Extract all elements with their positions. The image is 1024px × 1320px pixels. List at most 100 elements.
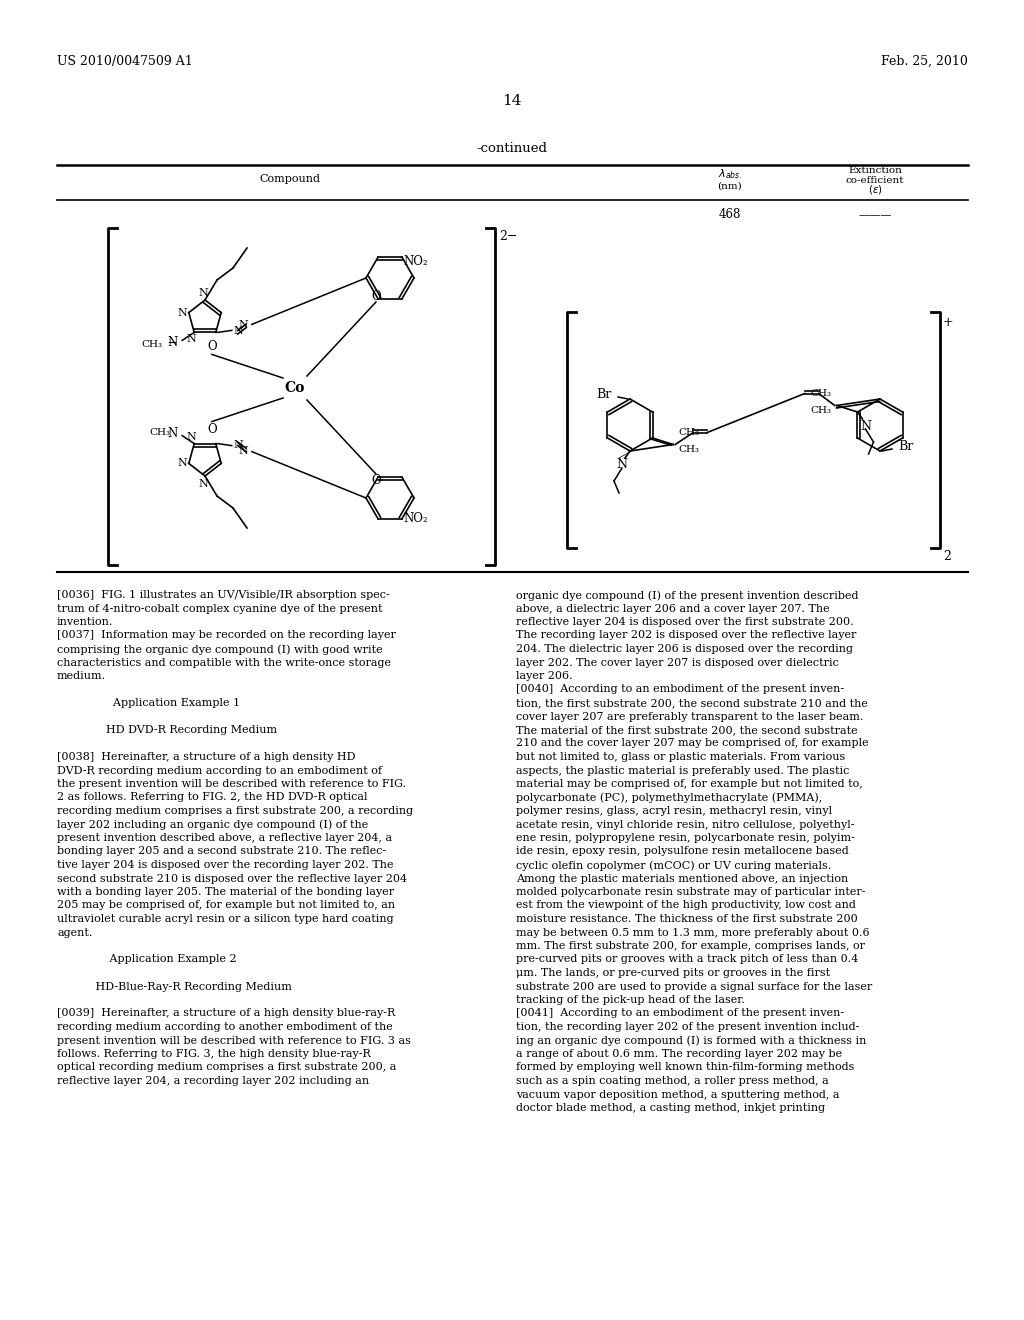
Text: HD-Blue-Ray-R Recording Medium: HD-Blue-Ray-R Recording Medium [57, 982, 292, 991]
Text: formed by employing well known thin-film-forming methods: formed by employing well known thin-film… [516, 1063, 854, 1072]
Text: mm. The first substrate 200, for example, comprises lands, or: mm. The first substrate 200, for example… [516, 941, 865, 950]
Text: present invention will be described with reference to FIG. 3 as: present invention will be described with… [57, 1035, 411, 1045]
Text: ing an organic dye compound (I) is formed with a thickness in: ing an organic dye compound (I) is forme… [516, 1035, 866, 1045]
Text: ———: ——— [858, 210, 892, 220]
Text: 204. The dielectric layer 206 is disposed over the recording: 204. The dielectric layer 206 is dispose… [516, 644, 853, 653]
Text: trum of 4-nitro-cobalt complex cyanine dye of the present: trum of 4-nitro-cobalt complex cyanine d… [57, 603, 383, 614]
Text: layer 202 including an organic dye compound (I) of the: layer 202 including an organic dye compo… [57, 820, 369, 830]
Text: CH₃: CH₃ [811, 389, 831, 399]
Text: 210 and the cover layer 207 may be comprised of, for example: 210 and the cover layer 207 may be compr… [516, 738, 868, 748]
Text: N: N [186, 432, 197, 442]
Text: [0036]  FIG. 1 illustrates an UV/Visible/IR absorption spec-: [0036] FIG. 1 illustrates an UV/Visible/… [57, 590, 390, 601]
Text: optical recording medium comprises a first substrate 200, a: optical recording medium comprises a fir… [57, 1063, 396, 1072]
Text: the present invention will be described with reference to FIG.: the present invention will be described … [57, 779, 407, 789]
Text: reflective layer 204 is disposed over the first substrate 200.: reflective layer 204 is disposed over th… [516, 616, 854, 627]
Text: Co: Co [285, 381, 305, 395]
Text: Application Example 1: Application Example 1 [57, 698, 240, 708]
Text: Application Example 2: Application Example 2 [57, 954, 237, 965]
Text: [0038]  Hereinafter, a structure of a high density HD: [0038] Hereinafter, a structure of a hig… [57, 752, 355, 762]
Text: CH₃: CH₃ [150, 428, 170, 437]
Text: [0040]  According to an embodiment of the present inven-: [0040] According to an embodiment of the… [516, 685, 844, 694]
Text: Compound: Compound [259, 174, 321, 183]
Text: second substrate 210 is disposed over the reflective layer 204: second substrate 210 is disposed over th… [57, 874, 408, 883]
Text: Among the plastic materials mentioned above, an injection: Among the plastic materials mentioned ab… [516, 874, 848, 883]
Text: agent.: agent. [57, 928, 92, 937]
Text: molded polycarbonate resin substrate may of particular inter-: molded polycarbonate resin substrate may… [516, 887, 865, 898]
Text: cover layer 207 are preferably transparent to the laser beam.: cover layer 207 are preferably transpare… [516, 711, 863, 722]
Text: follows. Referring to FIG. 3, the high density blue-ray-R: follows. Referring to FIG. 3, the high d… [57, 1049, 371, 1059]
Text: N: N [167, 335, 177, 348]
Text: polycarbonate (PC), polymethylmethacrylate (PMMA),: polycarbonate (PC), polymethylmethacryla… [516, 792, 822, 803]
Text: a range of about 0.6 mm. The recording layer 202 may be: a range of about 0.6 mm. The recording l… [516, 1049, 842, 1059]
Text: O: O [371, 474, 381, 487]
Text: 2−: 2− [499, 230, 517, 243]
Text: CH₃: CH₃ [678, 445, 699, 454]
Text: medium.: medium. [57, 671, 106, 681]
Text: N: N [177, 308, 186, 318]
Text: ene resin, polypropylene resin, polycarbonate resin, polyim-: ene resin, polypropylene resin, polycarb… [516, 833, 855, 843]
Text: layer 206.: layer 206. [516, 671, 572, 681]
Text: layer 202. The cover layer 207 is disposed over dielectric: layer 202. The cover layer 207 is dispos… [516, 657, 839, 668]
Text: may be between 0.5 mm to 1.3 mm, more preferably about 0.6: may be between 0.5 mm to 1.3 mm, more pr… [516, 928, 869, 937]
Text: N: N [198, 479, 208, 488]
Text: substrate 200 are used to provide a signal surface for the laser: substrate 200 are used to provide a sign… [516, 982, 872, 991]
Text: N: N [186, 334, 197, 345]
Text: O: O [207, 339, 217, 352]
Text: above, a dielectric layer 206 and a cover layer 207. The: above, a dielectric layer 206 and a cove… [516, 603, 829, 614]
Text: characteristics and compatible with the write-once storage: characteristics and compatible with the … [57, 657, 391, 668]
Text: The recording layer 202 is disposed over the reflective layer: The recording layer 202 is disposed over… [516, 631, 856, 640]
Text: N: N [233, 326, 244, 337]
Text: recording medium comprises a first substrate 200, a recording: recording medium comprises a first subst… [57, 807, 413, 816]
Text: organic dye compound (I) of the present invention described: organic dye compound (I) of the present … [516, 590, 858, 601]
Text: 2: 2 [943, 550, 951, 564]
Text: such as a spin coating method, a roller press method, a: such as a spin coating method, a roller … [516, 1076, 828, 1086]
Text: N: N [198, 288, 208, 298]
Text: acetate resin, vinyl chloride resin, nitro cellulose, polyethyl-: acetate resin, vinyl chloride resin, nit… [516, 820, 854, 829]
Text: vacuum vapor deposition method, a sputtering method, a: vacuum vapor deposition method, a sputte… [516, 1089, 840, 1100]
Text: O: O [371, 289, 381, 302]
Text: co-efficient: co-efficient [846, 176, 904, 185]
Text: moisture resistance. The thickness of the first substrate 200: moisture resistance. The thickness of th… [516, 913, 858, 924]
Text: N: N [238, 321, 248, 330]
Text: N: N [177, 458, 186, 469]
Text: ide resin, epoxy resin, polysulfone resin metallocene based: ide resin, epoxy resin, polysulfone resi… [516, 846, 849, 857]
Text: N: N [233, 440, 244, 450]
Text: N: N [616, 458, 628, 471]
Text: doctor blade method, a casting method, inkjet printing: doctor blade method, a casting method, i… [516, 1104, 825, 1113]
Text: tion, the first substrate 200, the second substrate 210 and the: tion, the first substrate 200, the secon… [516, 698, 868, 708]
Text: tion, the recording layer 202 of the present invention includ-: tion, the recording layer 202 of the pre… [516, 1022, 859, 1032]
Text: tive layer 204 is disposed over the recording layer 202. The: tive layer 204 is disposed over the reco… [57, 861, 393, 870]
Text: μm. The lands, or pre-curved pits or grooves in the first: μm. The lands, or pre-curved pits or gro… [516, 968, 830, 978]
Text: +: + [943, 315, 953, 329]
Text: DVD-R recording medium according to an embodiment of: DVD-R recording medium according to an e… [57, 766, 382, 776]
Text: N: N [238, 446, 248, 455]
Text: Br: Br [597, 388, 612, 401]
Text: (nm): (nm) [718, 182, 742, 191]
Text: [0037]  Information may be recorded on the recording layer: [0037] Information may be recorded on th… [57, 631, 396, 640]
Text: N: N [167, 428, 177, 440]
Text: 14: 14 [502, 94, 522, 108]
Text: CH₃: CH₃ [141, 339, 162, 348]
Text: Feb. 25, 2010: Feb. 25, 2010 [881, 55, 968, 69]
Text: Br: Br [898, 441, 913, 454]
Text: recording medium according to another embodiment of the: recording medium according to another em… [57, 1022, 393, 1032]
Text: comprising the organic dye compound (I) with good write: comprising the organic dye compound (I) … [57, 644, 383, 655]
Text: $\lambda_{abs.}$: $\lambda_{abs.}$ [718, 168, 742, 181]
Text: ultraviolet curable acryl resin or a silicon type hard coating: ultraviolet curable acryl resin or a sil… [57, 913, 393, 924]
Text: material may be comprised of, for example but not limited to,: material may be comprised of, for exampl… [516, 779, 863, 789]
Text: The material of the first substrate 200, the second substrate: The material of the first substrate 200,… [516, 725, 858, 735]
Text: N: N [860, 420, 871, 433]
Text: reflective layer 204, a recording layer 202 including an: reflective layer 204, a recording layer … [57, 1076, 369, 1086]
Text: [0039]  Hereinafter, a structure of a high density blue-ray-R: [0039] Hereinafter, a structure of a hig… [57, 1008, 395, 1019]
Text: est from the viewpoint of the high productivity, low cost and: est from the viewpoint of the high produ… [516, 900, 856, 911]
Text: Extinction: Extinction [848, 166, 902, 176]
Text: [0041]  According to an embodiment of the present inven-: [0041] According to an embodiment of the… [516, 1008, 844, 1019]
Text: NO₂: NO₂ [403, 255, 428, 268]
Text: O: O [207, 424, 217, 436]
Text: cyclic olefin copolymer (mCOC) or UV curing materials.: cyclic olefin copolymer (mCOC) or UV cur… [516, 861, 831, 871]
Text: tracking of the pick-up head of the laser.: tracking of the pick-up head of the lase… [516, 995, 744, 1005]
Text: with a bonding layer 205. The material of the bonding layer: with a bonding layer 205. The material o… [57, 887, 394, 898]
Text: but not limited to, glass or plastic materials. From various: but not limited to, glass or plastic mat… [516, 752, 845, 762]
Text: 2 as follows. Referring to FIG. 2, the HD DVD-R optical: 2 as follows. Referring to FIG. 2, the H… [57, 792, 368, 803]
Text: US 2010/0047509 A1: US 2010/0047509 A1 [57, 55, 193, 69]
